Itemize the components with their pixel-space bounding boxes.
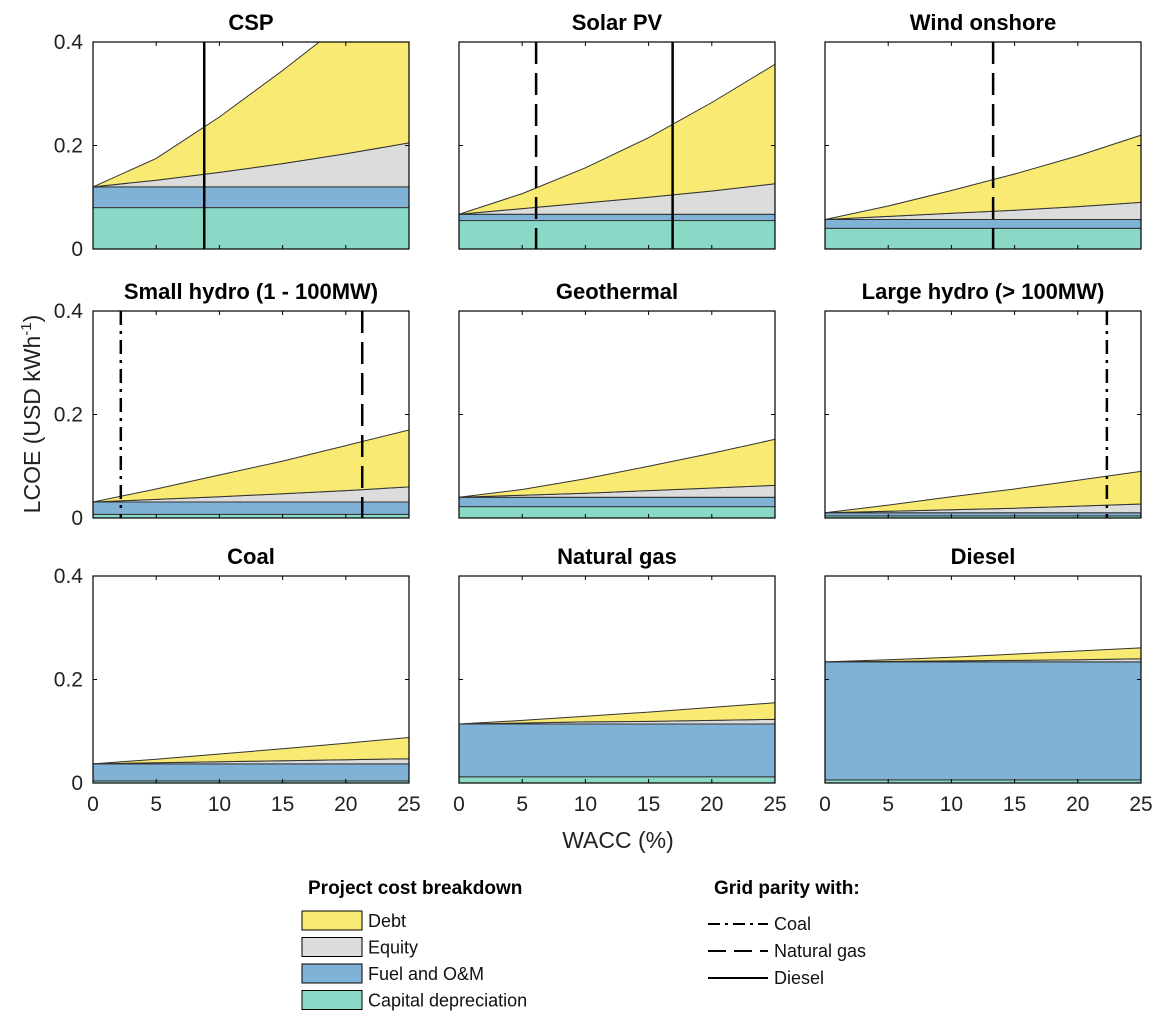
y-tick-label: 0.2 bbox=[54, 404, 83, 427]
area-fuel-and-om bbox=[459, 496, 775, 508]
area-capital-depreciation bbox=[825, 227, 1141, 249]
area-capital-depreciation bbox=[93, 207, 409, 249]
area-debt bbox=[825, 134, 1141, 220]
x-tick-label: 25 bbox=[1129, 793, 1152, 816]
panel-small-hydro-1-100mw: Small hydro (1 - 100MW) 0 0.2 0.4 bbox=[54, 279, 410, 530]
x-tick-label: 5 bbox=[150, 793, 162, 816]
legend-label-natural-gas: Natural gas bbox=[774, 941, 866, 961]
legend-label-capital-depreciation: Capital depreciation bbox=[368, 991, 527, 1011]
panel-large-hydro-100mw: Large hydro (> 100MW) bbox=[824, 279, 1142, 519]
stacked-areas bbox=[825, 134, 1141, 249]
area-debt bbox=[459, 63, 775, 215]
panel-csp: CSP 0 0.2 0.4 bbox=[54, 10, 410, 261]
panel-title: Natural gas bbox=[557, 544, 677, 569]
area-capital-depreciation bbox=[459, 776, 775, 783]
area-fuel-and-om bbox=[459, 213, 775, 222]
y-tick-label: 0 bbox=[71, 238, 83, 261]
x-axis-label: WACC (%) bbox=[562, 827, 674, 853]
x-tick-label: 10 bbox=[574, 793, 597, 816]
x-tick-label: 10 bbox=[208, 793, 231, 816]
legend-label-fuel-om: Fuel and O&M bbox=[368, 964, 484, 984]
y-axis-label: LCOE (USD kWh-1) bbox=[18, 315, 45, 514]
panel-title: Diesel bbox=[951, 544, 1016, 569]
x-tick-label: 5 bbox=[882, 793, 894, 816]
legend-swatch-fuel-om bbox=[301, 963, 363, 984]
legend-grid-parity: Grid parity with: Coal Natural gas Diesel bbox=[708, 878, 866, 988]
stacked-areas bbox=[459, 702, 775, 783]
x-tick-label: 15 bbox=[271, 793, 294, 816]
legend-parity-title: Grid parity with: bbox=[714, 878, 860, 899]
y-axis-label-main: LCOE (USD kWh bbox=[19, 336, 45, 514]
x-tick-label: 15 bbox=[1003, 793, 1026, 816]
area-debt bbox=[93, 42, 409, 188]
x-tick-label: 0 bbox=[87, 793, 99, 816]
legend-label-equity: Equity bbox=[368, 938, 418, 958]
x-tick-label: 15 bbox=[637, 793, 660, 816]
legend-swatch-capital-depreciation bbox=[301, 990, 363, 1010]
area-fuel-and-om bbox=[459, 723, 775, 778]
stacked-areas bbox=[93, 42, 409, 249]
y-tick-label: 0.4 bbox=[54, 31, 84, 54]
x-tick-label: 20 bbox=[700, 793, 723, 816]
panel-title: CSP bbox=[228, 10, 273, 35]
legend-label-debt: Debt bbox=[368, 911, 406, 931]
x-tick-label: 10 bbox=[940, 793, 963, 816]
panel-title: Small hydro (1 - 100MW) bbox=[124, 279, 378, 304]
area-fuel-and-om bbox=[825, 661, 1141, 781]
legend-label-coal: Coal bbox=[774, 914, 811, 934]
area-debt bbox=[825, 470, 1141, 514]
area-capital-depreciation bbox=[459, 220, 775, 249]
panel-title: Coal bbox=[227, 544, 275, 569]
panel-solar-pv: Solar PV bbox=[458, 10, 776, 250]
panel-diesel: Diesel 0 5 10 15 20 25 bbox=[819, 544, 1153, 816]
panel-wind-onshore: Wind onshore bbox=[824, 10, 1142, 250]
legend-breakdown-title: Project cost breakdown bbox=[308, 878, 522, 899]
y-tick-label: 0.2 bbox=[54, 135, 83, 158]
stacked-areas bbox=[825, 470, 1141, 518]
panel-title: Solar PV bbox=[572, 10, 663, 35]
y-tick-label: 0 bbox=[71, 772, 83, 795]
x-tick-label: 25 bbox=[397, 793, 420, 816]
chart-panels: CSP 0 0.2 0.4 Solar PV Wind onshore Small hydr… bbox=[54, 10, 1153, 816]
area-debt bbox=[459, 438, 775, 498]
area-debt bbox=[825, 647, 1141, 663]
stacked-areas bbox=[93, 429, 409, 518]
legend-cost-breakdown: Project cost breakdown Debt Equity Fuel an… bbox=[301, 878, 527, 1011]
area-debt bbox=[459, 702, 775, 725]
x-tick-label: 0 bbox=[819, 793, 831, 816]
area-capital-depreciation bbox=[459, 506, 775, 518]
area-debt bbox=[93, 429, 409, 503]
legend-swatch-equity bbox=[301, 937, 363, 957]
legend-swatch-debt bbox=[301, 910, 363, 931]
y-tick-label: 0 bbox=[71, 507, 83, 530]
area-debt bbox=[93, 736, 409, 765]
panel-geothermal: Geothermal bbox=[458, 279, 776, 519]
x-tick-label: 0 bbox=[453, 793, 465, 816]
x-tick-label: 20 bbox=[334, 793, 357, 816]
panel-natural-gas: Natural gas 0 5 10 15 20 25 bbox=[453, 544, 787, 816]
area-fuel-and-om bbox=[93, 186, 409, 209]
stacked-areas bbox=[825, 647, 1141, 783]
y-tick-label: 0.4 bbox=[54, 565, 84, 588]
y-axis-label-close: ) bbox=[19, 315, 45, 323]
stacked-areas bbox=[459, 63, 775, 249]
x-tick-label: 5 bbox=[516, 793, 528, 816]
panel-coal: Coal 0 0.2 0.4 0 5 10 15 20 25 bbox=[54, 544, 421, 816]
y-axis-label-exponent: -1 bbox=[18, 322, 35, 335]
y-tick-label: 0.4 bbox=[54, 300, 84, 323]
y-tick-label: 0.2 bbox=[54, 669, 83, 692]
area-fuel-and-om bbox=[825, 219, 1141, 229]
legend-label-diesel: Diesel bbox=[774, 968, 824, 988]
x-tick-label: 25 bbox=[763, 793, 786, 816]
panel-title: Geothermal bbox=[556, 279, 678, 304]
x-tick-label: 20 bbox=[1066, 793, 1089, 816]
panel-title: Large hydro (> 100MW) bbox=[862, 279, 1105, 304]
panel-title: Wind onshore bbox=[910, 10, 1056, 35]
area-fuel-and-om bbox=[93, 763, 409, 782]
